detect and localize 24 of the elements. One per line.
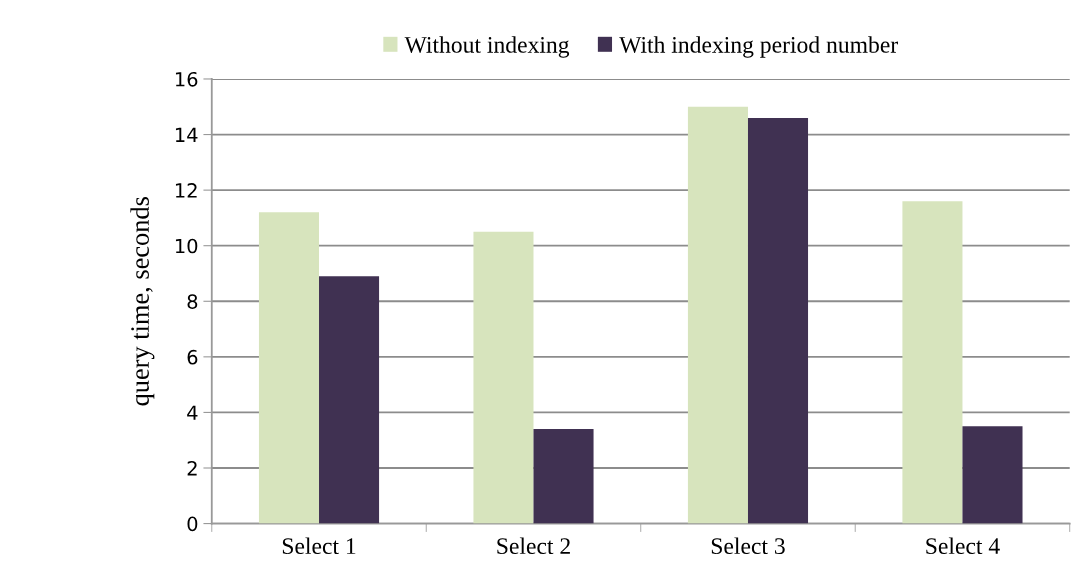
legend-label: Without indexing [404, 36, 570, 58]
y-tick-label: 10 [175, 238, 198, 254]
x-tick-label: Select 3 [711, 537, 785, 555]
y-tick-label: 4 [187, 405, 198, 420]
y-axis-title: query time, seconds [130, 197, 155, 406]
bar [902, 201, 963, 524]
bar [533, 429, 594, 524]
bar [687, 106, 748, 524]
bar [473, 231, 534, 524]
y-tick-label: 16 [175, 71, 198, 87]
y-tick-label: 0 [187, 516, 198, 532]
bar [319, 276, 380, 524]
y-tick-label: 2 [187, 460, 197, 476]
bar [962, 426, 1023, 524]
y-tick-label: 8 [187, 294, 198, 309]
y-tick-label: 14 [175, 127, 198, 142]
bar [258, 212, 320, 524]
y-tick-label: 6 [187, 349, 198, 365]
bar [747, 117, 809, 524]
x-tick-label: Select 2 [497, 537, 570, 555]
x-tick-label: Select 4 [926, 537, 1000, 555]
y-tick-label: 12 [175, 183, 197, 198]
x-tick-label: Select 1 [282, 537, 356, 555]
legend-label: With indexing period number [619, 36, 898, 58]
